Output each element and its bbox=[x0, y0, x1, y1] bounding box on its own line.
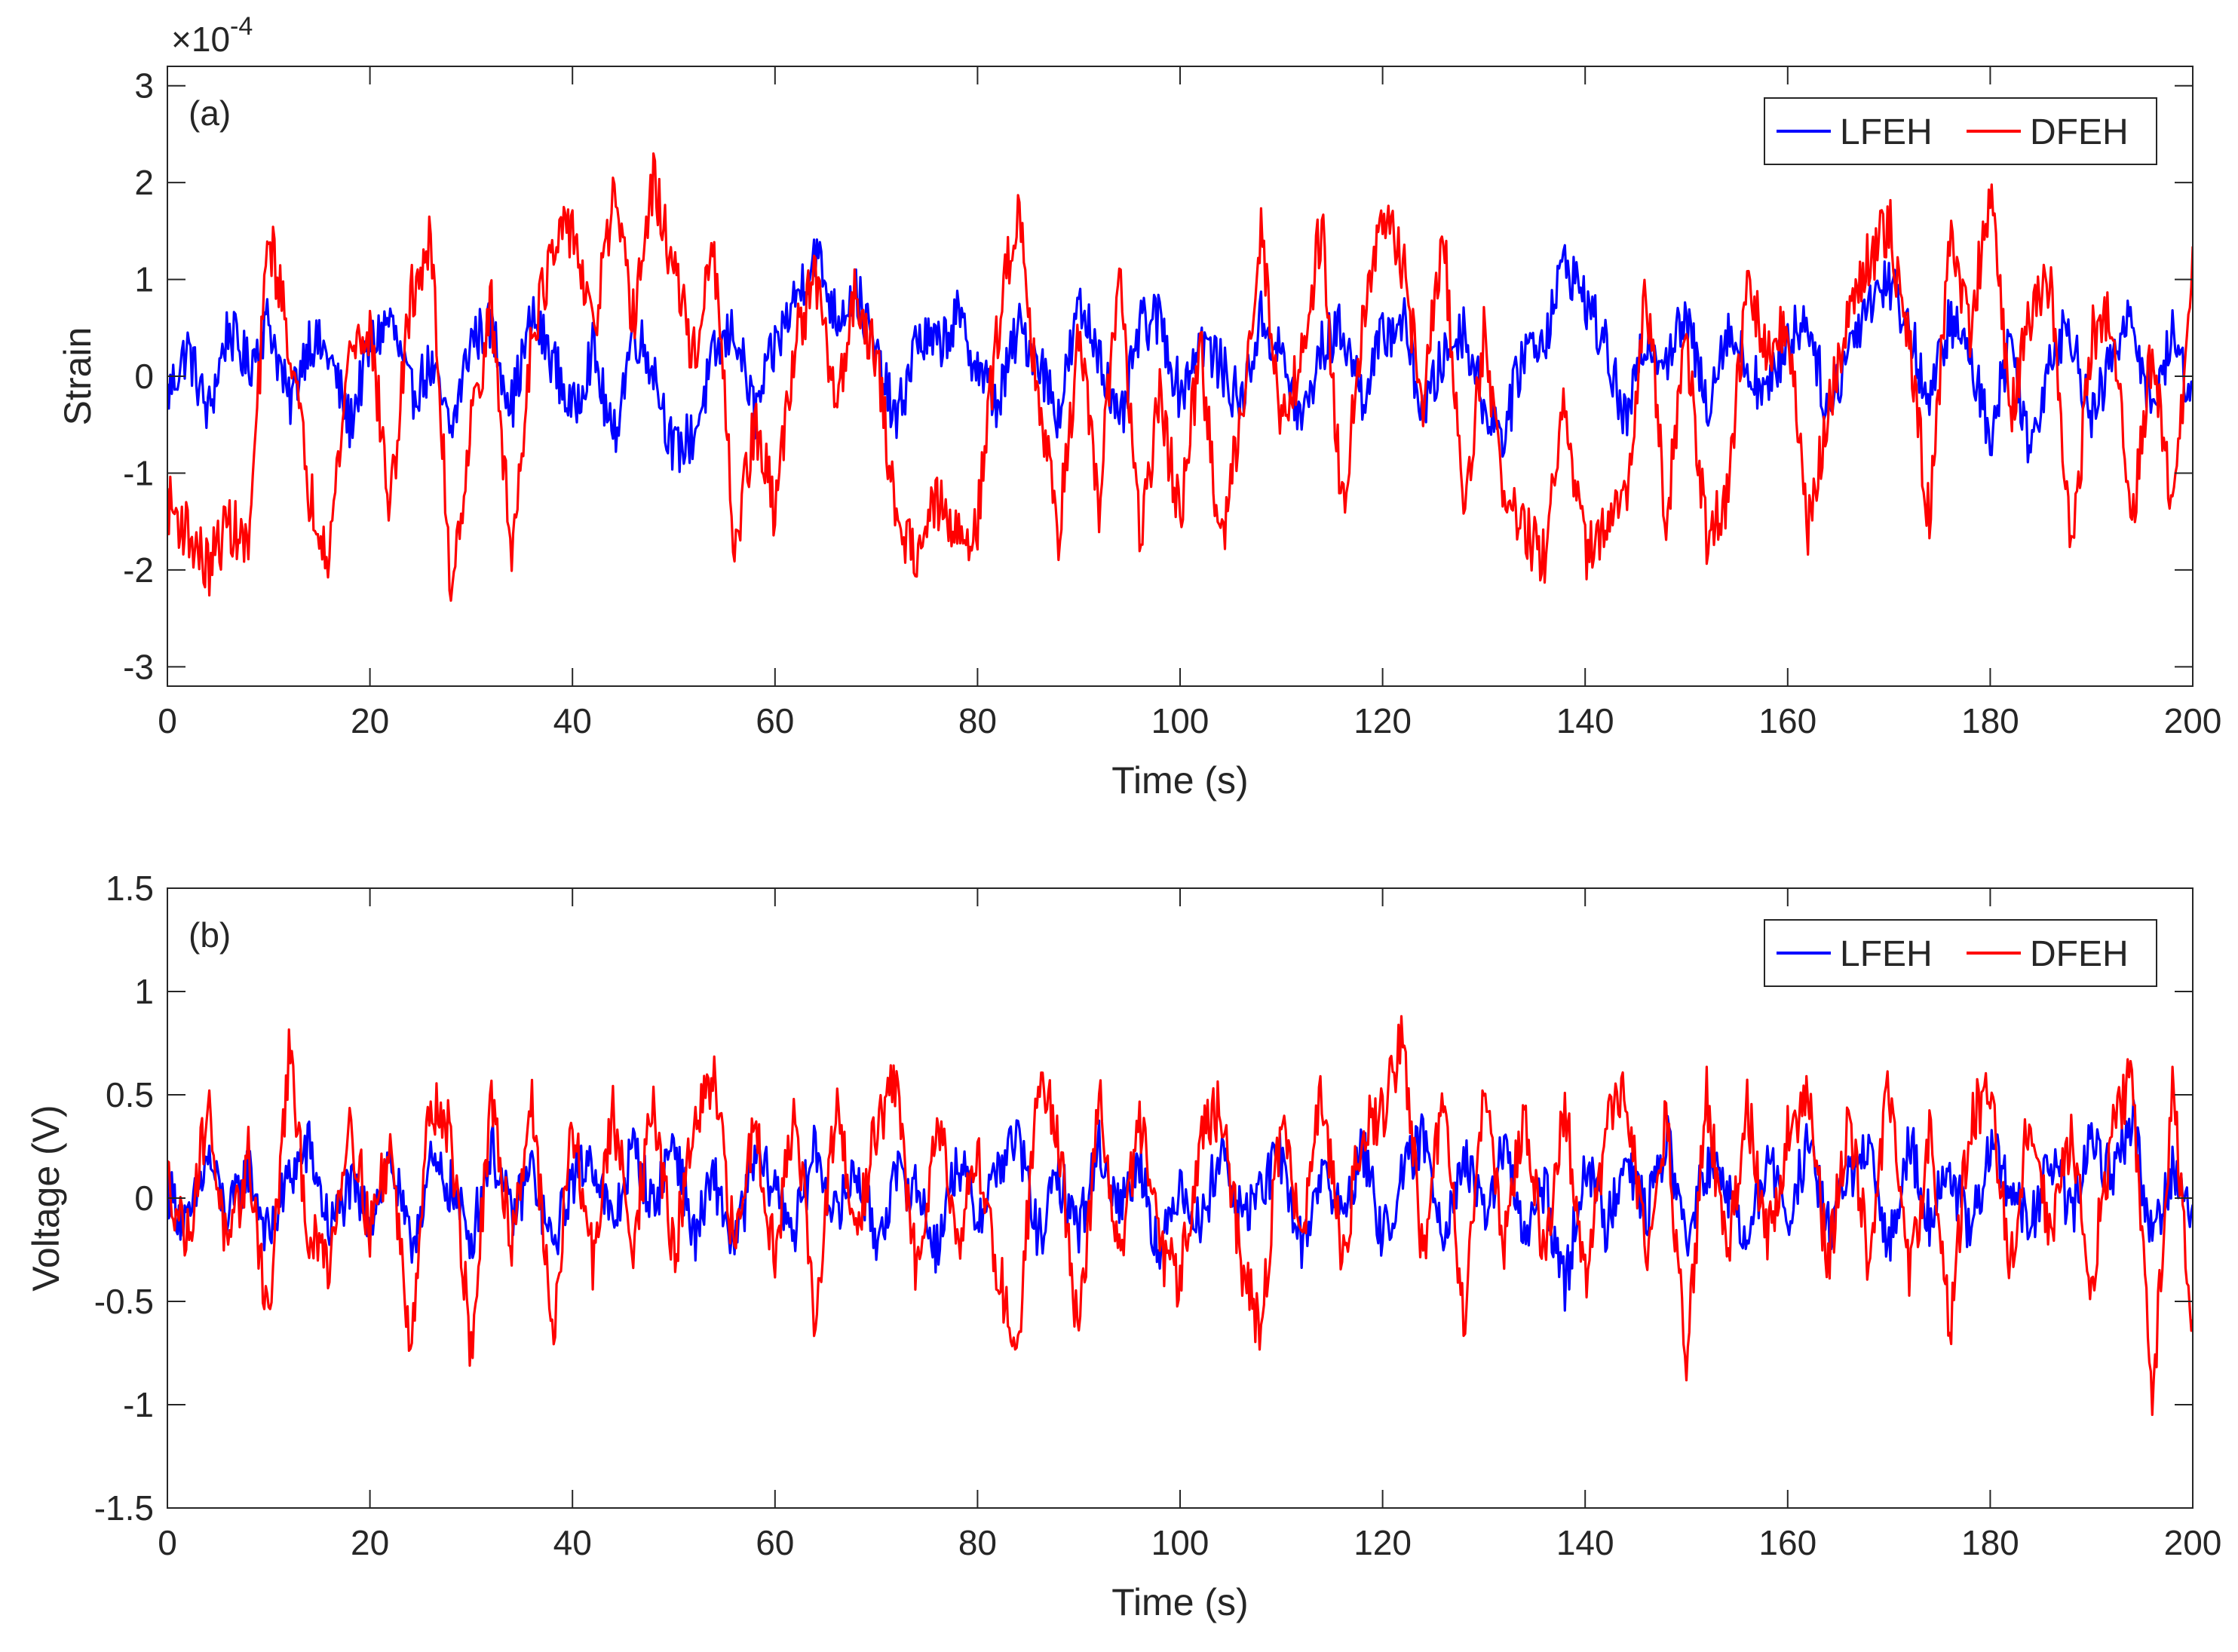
x-tick-label: 180 bbox=[1961, 1523, 2019, 1562]
legend: LFEH DFEH bbox=[1764, 919, 2157, 987]
y-tick-label: -0.5 bbox=[94, 1282, 154, 1321]
series-line-dfeh bbox=[167, 152, 2193, 602]
x-tick-label: 80 bbox=[958, 701, 997, 740]
x-tick-label: 200 bbox=[2164, 1523, 2222, 1562]
x-tick-label: 80 bbox=[958, 1523, 997, 1562]
series-line-dfeh bbox=[167, 1015, 2193, 1416]
x-tick-label: 140 bbox=[1556, 1523, 1614, 1562]
x-tick-label: 0 bbox=[158, 1523, 177, 1562]
y-tick-label: -1.5 bbox=[94, 1488, 154, 1528]
x-tick-label: 40 bbox=[553, 701, 592, 740]
y-tick-label: 1.5 bbox=[106, 869, 154, 908]
x-tick-label: 40 bbox=[553, 1523, 592, 1562]
x-tick-label: 120 bbox=[1354, 1523, 1412, 1562]
y-tick-label: -2 bbox=[123, 550, 154, 590]
series-group bbox=[167, 152, 2193, 602]
x-tick-label: 180 bbox=[1961, 701, 2019, 740]
y-tick-label: -1 bbox=[123, 1385, 154, 1424]
subplot-a: 0 20 40 60 80 100 120 140 160 180 200 -3 -2 -1 0 1 2 3 Tim… bbox=[57, 12, 2221, 801]
y-axis-label: Voltage (V) bbox=[25, 1105, 67, 1291]
legend-label-lfeh: LFEH bbox=[1840, 112, 1933, 152]
x-tick-label: 20 bbox=[351, 701, 389, 740]
x-tick-label: 140 bbox=[1556, 701, 1614, 740]
x-tick-label: 60 bbox=[756, 701, 794, 740]
x-tick-label: 160 bbox=[1758, 1523, 1816, 1562]
y-tick-label: 0 bbox=[134, 357, 154, 396]
x-tick-label: 160 bbox=[1758, 701, 1816, 740]
plot-area bbox=[167, 66, 2193, 686]
y-tick-label: 0 bbox=[134, 1178, 154, 1218]
y-tick-label: 3 bbox=[134, 66, 154, 106]
x-tick-label: 200 bbox=[2164, 701, 2222, 740]
x-axis-label: Time (s) bbox=[1111, 1581, 1248, 1623]
panel-label: (b) bbox=[189, 915, 231, 955]
y-tick-label: 2 bbox=[134, 163, 154, 202]
series-line-lfeh bbox=[167, 238, 2193, 474]
y-exponent-label: ×10-4 bbox=[171, 12, 253, 59]
x-tick-label: 20 bbox=[351, 1523, 389, 1562]
subplot-b: 0 20 40 60 80 100 120 140 160 180 200 -1.5 -1 -0.5 0 0.… bbox=[25, 869, 2221, 1623]
x-tick-label: 100 bbox=[1151, 1523, 1209, 1562]
x-tick-label: 120 bbox=[1354, 701, 1412, 740]
y-tick-label: 1 bbox=[134, 972, 154, 1011]
legend-label-lfeh: LFEH bbox=[1840, 934, 1933, 974]
x-axis-label: Time (s) bbox=[1111, 759, 1248, 801]
x-tick-label: 0 bbox=[158, 701, 177, 740]
y-tick-label: 1 bbox=[134, 260, 154, 299]
series-group bbox=[167, 1015, 2193, 1416]
y-tick-label: 0.5 bbox=[106, 1075, 154, 1114]
legend-label-dfeh: DFEH bbox=[2030, 112, 2129, 152]
x-tick-label: 100 bbox=[1151, 701, 1209, 740]
legend: LFEH DFEH bbox=[1764, 97, 2157, 165]
y-axis-label: Strain bbox=[57, 327, 99, 426]
panel-label: (a) bbox=[189, 93, 231, 133]
legend-label-dfeh: DFEH bbox=[2030, 934, 2129, 974]
y-tick-label: -1 bbox=[123, 453, 154, 492]
x-tick-label: 60 bbox=[756, 1523, 794, 1562]
y-tick-label: -3 bbox=[123, 647, 154, 686]
